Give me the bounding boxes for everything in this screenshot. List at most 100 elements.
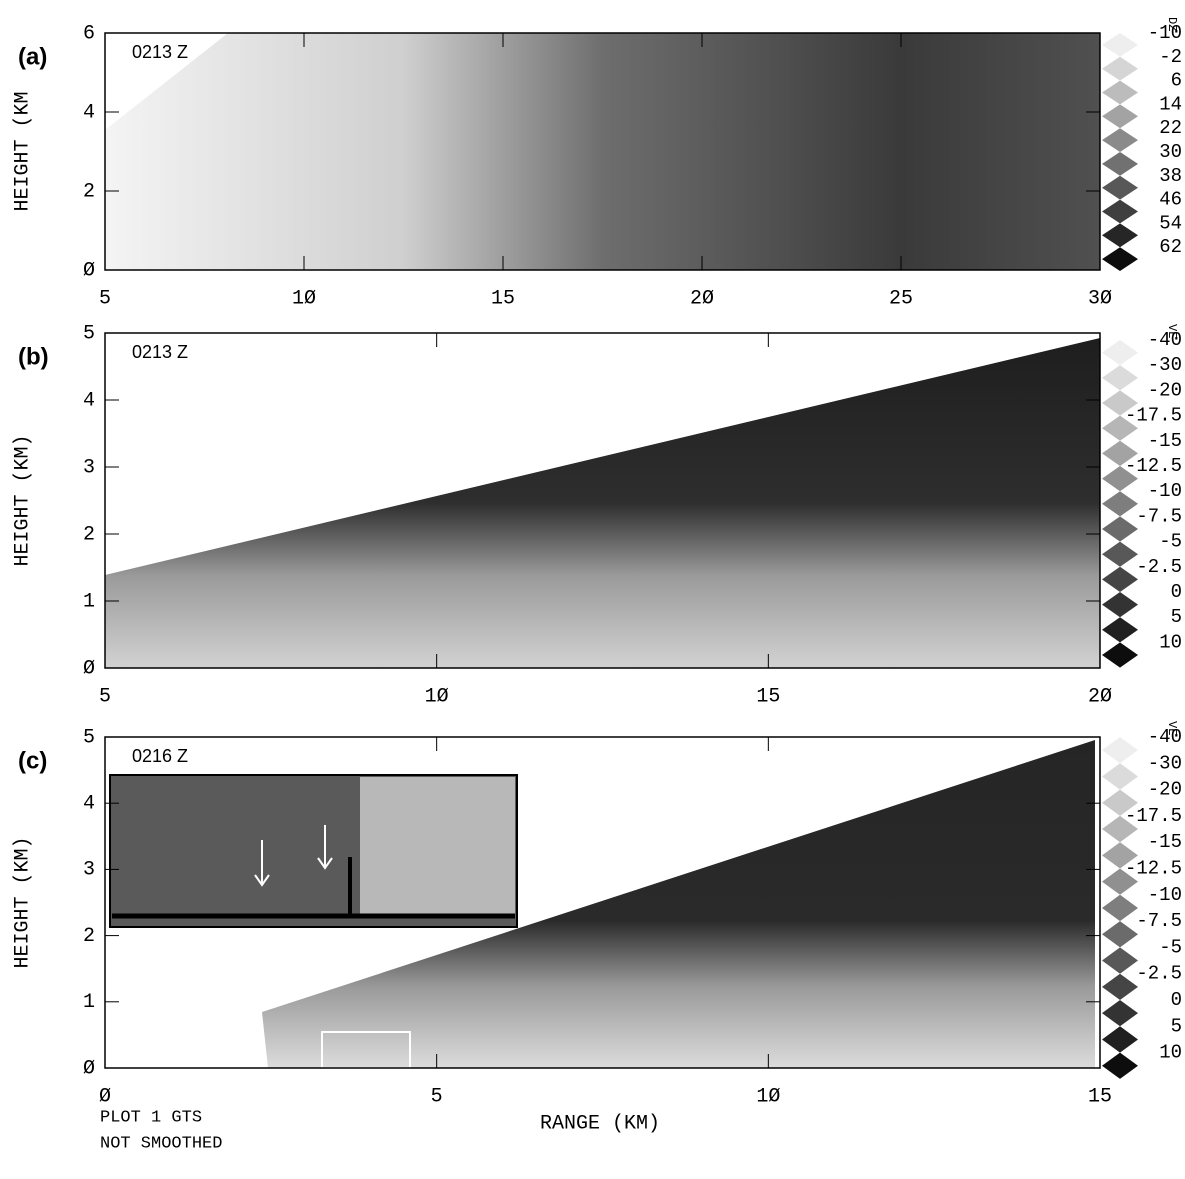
- x-tick-label: 1Ø: [292, 287, 316, 310]
- colorbar-label: -10: [1148, 480, 1182, 502]
- colorbar-swatch: [1102, 199, 1138, 224]
- colorbar-label: -2: [1159, 46, 1182, 68]
- colorbar-label: 30: [1159, 141, 1182, 163]
- y-tick-label: 3: [83, 456, 95, 479]
- colorbar-label: 54: [1159, 212, 1182, 234]
- colorbar-label: -17.5: [1125, 805, 1182, 827]
- colorbar-label: -7.5: [1136, 505, 1182, 527]
- colorbar-swatch: [1102, 1026, 1138, 1053]
- colorbar-swatch: [1102, 365, 1138, 391]
- colorbar-label: 10: [1159, 1042, 1182, 1064]
- y-tick-label: 3: [83, 859, 95, 882]
- y-tick-label: 4: [83, 792, 95, 815]
- y-tick-label: 4: [83, 389, 95, 412]
- plot-frame: [104, 736, 1101, 1069]
- colorbar-swatch: [1102, 921, 1138, 948]
- colorbar-label: -12.5: [1125, 858, 1182, 880]
- x-tick-label: 2Ø: [1088, 685, 1112, 708]
- y-tick-label: 5: [83, 322, 95, 345]
- y-axis-label: HEIGHT (KM): [11, 434, 34, 566]
- inset-shade: [360, 777, 515, 917]
- colorbar-swatch: [1102, 415, 1138, 441]
- arrow: [254, 825, 333, 887]
- y-axis-label: HEIGHT (KM): [11, 836, 34, 968]
- x-tick-label: 5: [99, 685, 111, 708]
- x-axis-label: RANGE (KM): [540, 1112, 660, 1135]
- colorbar-swatch: [1102, 868, 1138, 895]
- plot-frame: [104, 32, 1101, 271]
- velocity-field: [262, 740, 1095, 1068]
- colorbar-swatch: [1102, 440, 1138, 466]
- colorbar-label: -20: [1148, 379, 1182, 401]
- colorbar-title: VE: [1165, 721, 1179, 735]
- x-tick-label: 2Ø: [690, 287, 714, 310]
- colorbar-label: 0: [1171, 989, 1182, 1011]
- colorbar-swatch: [1102, 592, 1138, 618]
- y-tick-label: 1: [83, 590, 95, 613]
- y-tick-label: 1: [83, 991, 95, 1014]
- colorbar-label: 22: [1159, 117, 1182, 139]
- time-label: 0216 Z: [132, 746, 188, 766]
- colorbar-swatch: [1102, 80, 1138, 105]
- colorbar-swatch: [1102, 466, 1138, 492]
- x-tick-label: 5: [99, 287, 111, 310]
- colorbar-label: 14: [1159, 93, 1182, 115]
- x-tick-label: 1Ø: [756, 1085, 780, 1108]
- velocity-field: [105, 338, 1100, 668]
- y-tick-label: Ø: [83, 1057, 95, 1080]
- colorbar-label: -40: [1148, 726, 1182, 748]
- x-tick-label: 5: [431, 1085, 443, 1108]
- x-tick-label: 25: [889, 287, 913, 310]
- y-tick-label: 5: [83, 726, 95, 749]
- colorbar-label: 0: [1171, 581, 1182, 603]
- colorbar-label: -15: [1148, 831, 1182, 853]
- colorbar-swatch: [1102, 566, 1138, 592]
- colorbar-label: -15: [1148, 430, 1182, 452]
- colorbar-label: 5: [1171, 1015, 1182, 1037]
- colorbar-title: DZ: [1165, 17, 1179, 31]
- colorbar-swatch: [1102, 491, 1138, 517]
- colorbar-label: 38: [1159, 165, 1182, 187]
- panel-label: (a): [18, 43, 47, 70]
- x-tick-label: 3Ø: [1088, 287, 1112, 310]
- colorbar-swatch: [1102, 617, 1138, 643]
- colorbar-label: -5: [1159, 936, 1182, 958]
- colorbar-swatch: [1102, 737, 1138, 764]
- colorbar-swatch: [1102, 340, 1138, 366]
- colorbar-label: -2.5: [1136, 963, 1182, 985]
- x-tick-label: 15: [1088, 1085, 1112, 1108]
- y-tick-label: Ø: [83, 657, 95, 680]
- colorbar-swatch: [1102, 815, 1138, 843]
- panel-label: (b): [18, 343, 49, 370]
- colorbar-label: -20: [1148, 779, 1182, 801]
- colorbar-swatch: [1102, 541, 1138, 567]
- colorbar-swatch: [1102, 56, 1138, 81]
- colorbar-label: -12.5: [1125, 455, 1182, 477]
- colorbar-swatch: [1102, 33, 1138, 57]
- plot-frame: [104, 332, 1101, 669]
- colorbar-label: -2.5: [1136, 556, 1182, 578]
- colorbar-label: 62: [1159, 236, 1182, 258]
- footer-text: NOT SMOOTHED: [100, 1134, 222, 1153]
- colorbar-label: 6: [1171, 70, 1182, 92]
- colorbar-label: -40: [1148, 329, 1182, 351]
- colorbar-swatch: [1102, 947, 1138, 974]
- colorbar-swatch: [1102, 223, 1138, 248]
- colorbar-label: -7.5: [1136, 910, 1182, 932]
- colorbar-swatch: [1102, 763, 1138, 790]
- panel-label: (c): [18, 747, 47, 774]
- x-tick-label: 15: [491, 287, 515, 310]
- colorbar-swatch: [1102, 247, 1138, 271]
- colorbar-label: -10: [1148, 884, 1182, 906]
- colorbar-swatch: [1102, 128, 1138, 152]
- colorbar-swatch: [1102, 789, 1138, 816]
- colorbar-swatch: [1102, 1000, 1138, 1027]
- y-tick-label: 4: [83, 101, 95, 124]
- y-tick-label: Ø: [83, 259, 95, 282]
- colorbar-label: -30: [1148, 354, 1182, 376]
- colorbar-swatch: [1102, 1052, 1138, 1079]
- colorbar-swatch: [1102, 152, 1138, 176]
- colorbar-swatch: [1102, 973, 1138, 1000]
- colorbar-swatch: [1102, 842, 1138, 869]
